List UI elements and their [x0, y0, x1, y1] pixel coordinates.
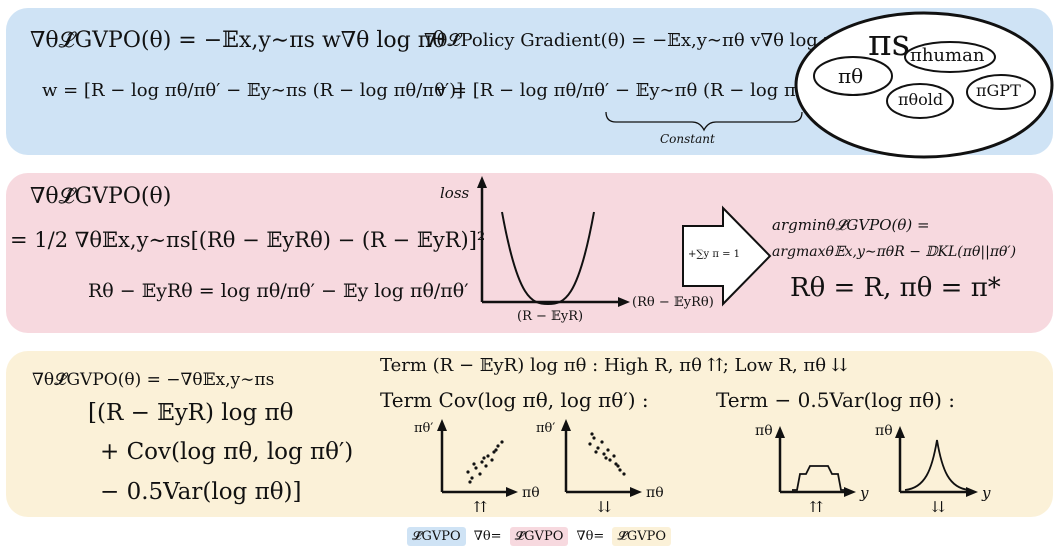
scatter-point	[486, 454, 490, 458]
scatter1-ylabel: πθ′	[414, 421, 434, 436]
scatter-point	[608, 458, 612, 462]
gvpo-gradient-formula: ∇θ𝓛̂GVPO(θ) = −𝔼x,y∼πs w∇θ log πθ	[30, 28, 446, 53]
scatter-point	[590, 432, 594, 436]
policy-gradient-formula: ∇θ𝓛̂Policy Gradient(θ) = −𝔼x,y∼πθ v∇θ lo…	[424, 30, 847, 51]
pi-gpt-label: πGPT	[976, 81, 1021, 100]
scatter-point	[482, 456, 486, 460]
scatter-point	[596, 446, 600, 450]
scatter-point	[618, 468, 622, 472]
scatter-point	[604, 456, 608, 460]
scatter-point	[490, 458, 494, 462]
scatter-point	[588, 442, 592, 446]
scatter2-ylabel: πθ′	[536, 421, 556, 436]
loss-parabola	[501, 211, 595, 306]
scatter-point	[622, 472, 626, 476]
negative-correlation-points	[588, 432, 626, 476]
pi-human-label: πhuman	[910, 45, 985, 66]
dist1-ylabel: πθ	[755, 423, 773, 439]
scatter2-xlabel: πθ	[646, 485, 664, 501]
pi-theta-label: πθ	[838, 64, 864, 88]
term-line1: [(R − 𝔼yR) log πθ	[88, 400, 294, 426]
legend-red-gvpo: 𝓛̂GVPO	[509, 527, 569, 546]
scatter-point	[612, 454, 616, 458]
loss-plot-y-arrow	[477, 176, 487, 188]
pi-theta-ellipse	[813, 56, 893, 96]
scatter-point	[470, 476, 474, 480]
gvpo-gradient-expectation: ∇θ𝓛̂GVPO(θ) = −∇θ𝔼x,y∼πs	[32, 370, 275, 390]
argmin-line2: argmaxθ𝔼x,y∼πθR − 𝔻KL(πθ||πθ′)	[772, 244, 1017, 260]
scatter2-arrow: ⇊	[598, 498, 611, 516]
scatter-point	[594, 450, 598, 454]
loss-plot-ylabel: loss	[440, 184, 470, 202]
pi-old-ellipse	[886, 83, 954, 119]
constant-brace	[605, 111, 803, 132]
scatter-point	[500, 440, 504, 444]
equivalence-legend: 𝓛̂GVPO ∇θ= 𝓛̂GVPO ∇θ= 𝓛̂GVPO	[407, 527, 672, 546]
scatter-point	[616, 464, 620, 468]
covariance-term-title: Term Cov(log πθ, log πθ′) :	[380, 388, 649, 412]
panel-gvpo-decomposition	[6, 351, 1053, 517]
positive-correlation-points	[466, 440, 504, 484]
scatter-point	[494, 448, 498, 452]
legend-equal-gradient-1: ∇θ=	[473, 529, 502, 544]
optimum-formula: Rθ = R, πθ = π*	[790, 273, 1001, 303]
flat-distribution	[792, 465, 846, 491]
scatter-point	[472, 462, 476, 466]
constant-label: Constant	[660, 132, 715, 146]
scatter-point	[474, 466, 478, 470]
scatter1-xlabel: πθ	[522, 485, 540, 501]
dist2-arrow: ⇊	[932, 498, 945, 516]
pi-human-ellipse	[904, 41, 996, 73]
scatter1-arrow: ⇈	[474, 498, 487, 516]
legend-equal-gradient-2: ∇θ=	[576, 529, 605, 544]
scatter-point	[468, 480, 472, 484]
term-line3: − 0.5Var(log πθ)]	[100, 479, 302, 505]
variance-term-title: Term − 0.5Var(log πθ) :	[716, 388, 956, 412]
loss-plot-x-arrow	[618, 297, 630, 307]
scatter-point	[478, 472, 482, 476]
argmin-line1: argminθ𝓛̂GVPO(θ) =	[772, 216, 930, 234]
dist2-ylabel: πθ	[875, 423, 893, 439]
loss-plot-xlabel: (Rθ − 𝔼yRθ)	[632, 295, 714, 310]
scatter-point	[600, 440, 604, 444]
scatter-point	[484, 464, 488, 468]
dist1-xlabel: y	[860, 484, 869, 502]
scatter-point	[496, 444, 500, 448]
dist2-xlabel: y	[982, 484, 991, 502]
scatter-point	[614, 462, 618, 466]
scatter-point	[480, 460, 484, 464]
term-line2: + Cov(log πθ, log πθ′)	[100, 439, 354, 465]
pi-s-label: πs	[868, 23, 911, 64]
scatter-point	[606, 448, 610, 452]
panel-gvpo-loss	[6, 173, 1053, 333]
w-definition: w = [R − log πθ/πθ′ − 𝔼y∼πs (R − log πθ/…	[42, 80, 464, 101]
scatter-point	[592, 436, 596, 440]
gvpo-gradient-label: ∇θ𝓛̂GVPO(θ)	[30, 184, 172, 209]
squared-loss-formula: = 1/2 ∇θ𝔼x,y∼πs[(Rθ − 𝔼yRθ) − (R − 𝔼yR)]…	[10, 228, 486, 252]
legend-blue-gvpo: 𝓛̂GVPO	[407, 527, 466, 546]
dist1-arrow: ⇈	[810, 498, 823, 516]
legend-yellow-gvpo: 𝓛̂GVPO	[612, 527, 672, 546]
scatter-point	[492, 450, 496, 454]
loss-plot-min-label: (R − 𝔼yR)	[517, 309, 584, 324]
scatter-point	[602, 452, 606, 456]
reward-term-description: Term (R − 𝔼yR) log πθ : High R, πθ ⇈; Lo…	[380, 355, 847, 376]
scatter-point	[466, 470, 470, 474]
v-definition: v = [R − log πθ/πθ′ − 𝔼y∼πθ (R − log πθ/…	[436, 80, 854, 101]
r-theta-definition: Rθ − 𝔼yRθ = log πθ/πθ′ − 𝔼y log πθ/πθ′	[88, 280, 469, 302]
pi-gpt-ellipse	[966, 74, 1036, 110]
implication-arrow	[682, 205, 772, 307]
pi-old-label: πθold	[898, 90, 944, 109]
peaked-distribution	[904, 439, 970, 491]
normalization-label: +∑y π = 1	[688, 249, 741, 260]
